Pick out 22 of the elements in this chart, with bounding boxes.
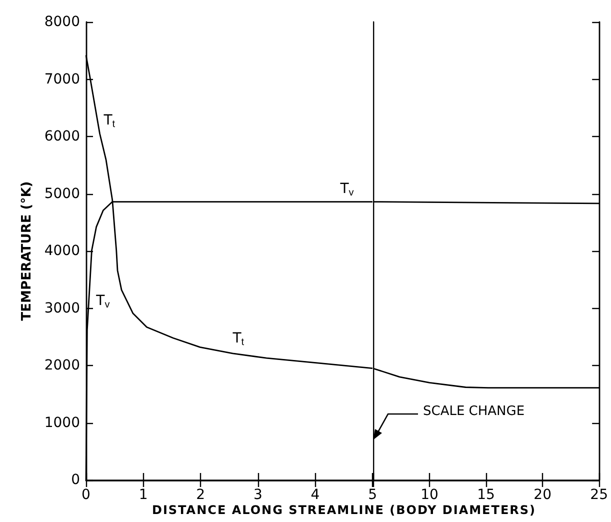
x-tick-label: 4	[310, 487, 320, 503]
y-axis-title: TEMPERATURE (°K)	[19, 181, 34, 321]
y-tick-label: 3000	[44, 300, 80, 316]
y-tick-label: 6000	[44, 128, 80, 144]
annotation: SCALE CHANGE	[423, 404, 525, 419]
x-tick-label: 20	[534, 487, 552, 503]
x-tick-label: 15	[477, 487, 495, 503]
x-tick-label: 1	[138, 487, 148, 503]
x-tick-label: 3	[253, 487, 262, 503]
x-tick-label: 5	[368, 487, 378, 503]
x-tick-label: 0	[82, 487, 90, 503]
y-tick-label: 2000	[44, 358, 80, 374]
y-tick-label: 5000	[44, 186, 80, 202]
x-tick-label: 25	[590, 487, 608, 503]
y-tick-label: 7000	[44, 71, 80, 88]
x-axis-title: DISTANCE ALONG STREAMLINE (BODY DIAMETERS)	[150, 503, 538, 517]
x-tick-label: 2	[196, 487, 206, 503]
y-tick-label: 8000	[44, 14, 80, 30]
x-tick-label: 10	[420, 487, 438, 503]
y-tick-label: 4000	[44, 243, 80, 259]
y-tick-label: 1000	[44, 414, 80, 431]
y-tick-label: 0	[71, 472, 80, 488]
